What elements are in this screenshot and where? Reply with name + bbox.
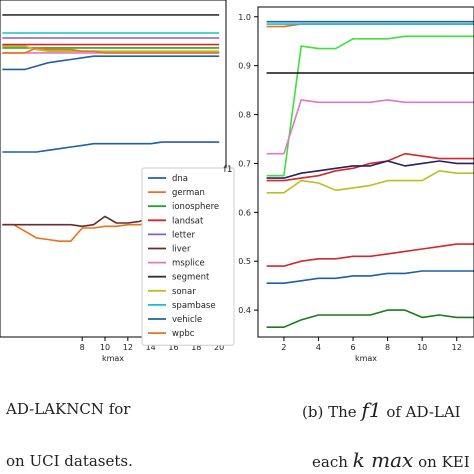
y-tick-label: 0.6 bbox=[238, 208, 251, 217]
x-tick-label: 6 bbox=[350, 343, 355, 352]
x-tick-label: 18 bbox=[191, 343, 201, 352]
series-line-series-7 bbox=[266, 152, 474, 182]
x-tick-label: 16 bbox=[168, 343, 178, 352]
x-tick-label: 20 bbox=[214, 343, 224, 352]
x-tick-label: 14 bbox=[146, 343, 156, 352]
x-tick-label: 12 bbox=[452, 343, 462, 352]
series-line-series-6 bbox=[266, 99, 474, 155]
legend-label-segment: segment bbox=[172, 273, 210, 283]
legend-label-vehicle: vehicle bbox=[172, 315, 202, 325]
caption-right-suffix: of AD-LAI bbox=[386, 403, 461, 421]
legend-label-msplice: msplice bbox=[172, 259, 205, 269]
x-tick-label: 4 bbox=[316, 343, 321, 352]
legend-label-sonar: sonar bbox=[172, 287, 196, 297]
caption-right-line1: (b) The f1 of AD-LAI bbox=[302, 398, 461, 422]
series-line-vehicle bbox=[2, 55, 220, 71]
y-tick-label: 0.4 bbox=[238, 306, 251, 315]
plot-right: 2 4 6 8 10 12 kmax 0.4 0.5 0.6 0.7 0.8 0.9 1.0 f1 bbox=[224, 6, 474, 363]
legend: dna german ionosphere landsat letter liver msp… bbox=[141, 167, 235, 346]
legend-box bbox=[141, 167, 235, 346]
caption-left-line1: AD-LAKNCN for bbox=[6, 400, 131, 418]
series-line-series-4 bbox=[266, 35, 474, 177]
series-line-sonar bbox=[2, 45, 220, 53]
plot-left: 8 10 12 14 16 18 20 kmax dna german ionosphere land… bbox=[0, 0, 235, 363]
y-axis-label: f1 bbox=[224, 165, 233, 175]
caption-right2-prefix: each bbox=[312, 453, 348, 471]
axes-frame bbox=[257, 6, 474, 338]
series-line-series-8 bbox=[266, 160, 474, 179]
series-line-wpbc bbox=[2, 47, 220, 54]
y-tick-label: 0.7 bbox=[238, 159, 251, 168]
legend-label-spambase: spambase bbox=[172, 301, 216, 311]
caption-right2-symbol: k max bbox=[352, 448, 414, 472]
x-tick-label: 10 bbox=[100, 343, 110, 352]
x-axis-label: kmax bbox=[355, 354, 377, 363]
series-group bbox=[266, 20, 474, 329]
series-line-series-11 bbox=[266, 270, 474, 285]
y-tick-label: 0.9 bbox=[238, 62, 251, 71]
legend-label-german: german bbox=[172, 188, 205, 198]
x-tick-label: 10 bbox=[417, 343, 427, 352]
caption-left-line2: on UCI datasets. bbox=[6, 452, 133, 470]
legend-label-liver: liver bbox=[172, 245, 191, 255]
x-tick-label: 8 bbox=[385, 343, 390, 352]
caption-right-prefix: (b) The bbox=[302, 403, 357, 421]
x-tick-label: 12 bbox=[123, 343, 133, 352]
series-line-dna bbox=[2, 141, 220, 153]
x-tick-label: 2 bbox=[281, 343, 286, 352]
legend-label-wpbc: wpbc bbox=[172, 329, 195, 339]
x-tick-label: 8 bbox=[80, 343, 85, 352]
legend-label-dna: dna bbox=[172, 174, 188, 184]
series-line-series-10 bbox=[266, 243, 474, 267]
caption-right-symbol: f1 bbox=[361, 398, 382, 422]
x-axis-label: kmax bbox=[102, 354, 124, 363]
caption-right2-suffix: on KEI bbox=[418, 453, 470, 471]
series-group bbox=[2, 14, 220, 242]
y-tick-label: 0.8 bbox=[238, 111, 251, 120]
legend-label-letter: letter bbox=[172, 230, 195, 240]
legend-label-ionosphere: ionosphere bbox=[172, 202, 219, 212]
y-tick-label: 0.5 bbox=[238, 257, 251, 266]
series-line-series-12 bbox=[266, 309, 474, 329]
caption-right-line2: each k max on KEI bbox=[312, 448, 470, 472]
legend-label-landsat: landsat bbox=[172, 216, 204, 226]
series-line-series-9 bbox=[266, 170, 474, 194]
y-tick-label: 1.0 bbox=[238, 13, 251, 22]
